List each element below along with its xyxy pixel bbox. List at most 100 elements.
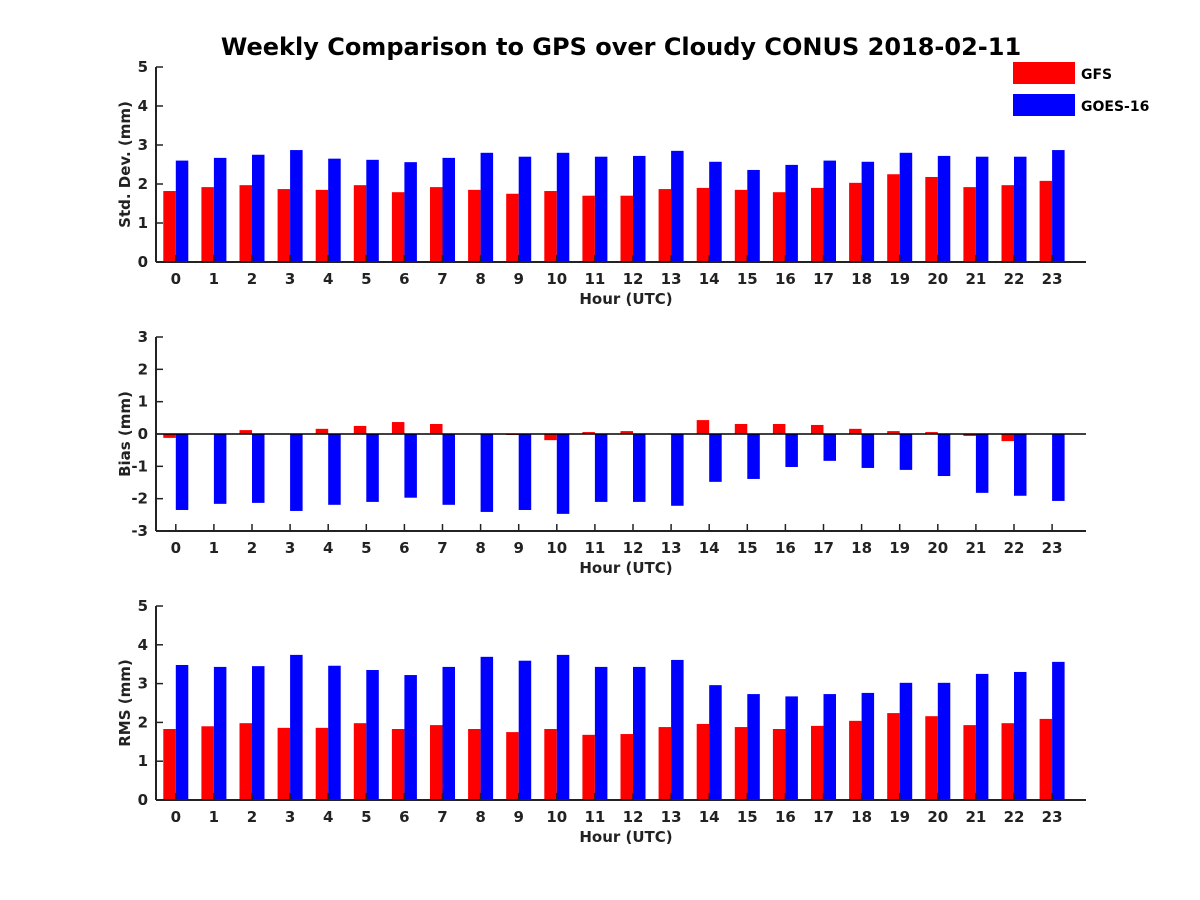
bar-goes16-hour-0	[175, 664, 189, 800]
bar-goes16-hour-7	[442, 666, 455, 800]
bar-goes16-hour-2	[252, 434, 265, 503]
bar-goes16-hour-20	[937, 434, 951, 477]
bars	[163, 150, 1065, 262]
bar-gfs-hour-5	[353, 425, 367, 434]
bar-gfs-hour-20	[925, 176, 938, 262]
bar-goes16-hour-23	[1052, 661, 1065, 800]
y-tick-label: 0	[138, 425, 148, 443]
x-tick-label: 19	[889, 808, 910, 826]
bar-goes16-hour-12	[633, 666, 646, 800]
bar-gfs-hour-2	[239, 430, 252, 434]
x-tick-label: 21	[965, 539, 986, 557]
bar-goes16-hour-11	[594, 156, 608, 262]
bar-gfs-hour-23	[1039, 718, 1053, 800]
x-tick-label: 19	[889, 539, 910, 557]
y-tick-label: 4	[138, 97, 148, 115]
legend-label-gfs: GFS	[1081, 67, 1112, 83]
bar-goes16-hour-9	[518, 434, 532, 510]
y-tick-label: 1	[138, 752, 148, 770]
x-tick-label: 14	[699, 270, 720, 288]
x-tick-label: 16	[775, 808, 796, 826]
bar-goes16-hour-12	[633, 434, 646, 502]
y-tick-label: 3	[138, 675, 148, 693]
x-tick-label: 7	[437, 270, 447, 288]
y-tick-label: -2	[131, 490, 148, 508]
bar-gfs-hour-10	[544, 434, 557, 441]
bar-gfs-hour-5	[353, 185, 367, 262]
bar-goes16-hour-9	[518, 156, 532, 262]
x-tick-label: 16	[775, 270, 796, 288]
bar-gfs-hour-20	[925, 716, 938, 800]
bar-goes16-hour-11	[594, 666, 608, 800]
y-axis-label: Std. Dev. (mm)	[116, 101, 134, 228]
bar-goes16-hour-22	[1014, 434, 1027, 496]
bar-goes16-hour-11	[594, 434, 608, 502]
bar-goes16-hour-17	[823, 160, 836, 262]
chart-title: Weekly Comparison to GPS over Cloudy CON…	[221, 33, 1021, 61]
x-tick-label: 23	[1042, 539, 1063, 557]
bar-gfs-hour-6	[391, 729, 405, 800]
x-tick-label: 15	[737, 270, 758, 288]
bar-goes16-hour-14	[709, 434, 722, 482]
x-tick-label: 4	[323, 808, 333, 826]
y-tick-label: 1	[138, 214, 148, 232]
bar-gfs-hour-15	[734, 727, 748, 800]
x-tick-label: 4	[323, 270, 333, 288]
bar-goes16-hour-20	[937, 682, 951, 800]
x-tick-label: 15	[737, 539, 758, 557]
x-tick-label: 6	[399, 808, 409, 826]
bar-goes16-hour-10	[556, 654, 570, 800]
legend-swatch-goes16	[1013, 94, 1075, 116]
bar-goes16-hour-5	[366, 670, 379, 800]
x-tick-label: 13	[661, 270, 682, 288]
bar-gfs-hour-14	[696, 187, 710, 262]
legend-swatch-gfs	[1013, 62, 1075, 84]
x-tick-label: 4	[323, 539, 333, 557]
bar-goes16-hour-21	[975, 156, 989, 262]
x-tick-label: 5	[361, 270, 371, 288]
x-tick-label: 23	[1042, 808, 1063, 826]
bar-gfs-hour-8	[468, 729, 481, 800]
x-tick-label: 1	[209, 270, 219, 288]
x-tick-label: 14	[699, 539, 720, 557]
y-axis-label: Bias (mm)	[116, 391, 134, 477]
y-tick-label: 3	[138, 136, 148, 154]
bar-goes16-hour-0	[175, 160, 189, 262]
bar-gfs-hour-3	[277, 189, 291, 262]
bar-gfs-hour-11	[582, 195, 595, 262]
x-tick-label: 16	[775, 539, 796, 557]
bar-goes16-hour-10	[556, 152, 570, 262]
legend-label-goes16: GOES-16	[1081, 99, 1149, 115]
x-tick-label: 11	[584, 270, 605, 288]
x-tick-label: 18	[851, 808, 872, 826]
x-tick-label: 20	[927, 808, 948, 826]
bar-gfs-hour-18	[849, 182, 862, 262]
bar-goes16-hour-3	[290, 654, 303, 800]
bar-goes16-hour-3	[290, 434, 303, 511]
bar-goes16-hour-6	[404, 434, 417, 498]
bar-gfs-hour-4	[315, 428, 329, 434]
bar-gfs-hour-0	[163, 729, 176, 800]
bar-gfs-hour-18	[849, 720, 862, 800]
bar-goes16-hour-17	[823, 434, 836, 461]
bar-goes16-hour-7	[442, 157, 455, 262]
x-tick-label: 7	[437, 808, 447, 826]
bar-gfs-hour-4	[315, 727, 329, 800]
x-tick-label: 1	[209, 808, 219, 826]
x-tick-label: 22	[1004, 270, 1025, 288]
bar-goes16-hour-10	[556, 434, 570, 514]
x-tick-label: 12	[623, 270, 644, 288]
bar-gfs-hour-16	[772, 729, 786, 800]
x-tick-label: 17	[813, 539, 834, 557]
bar-gfs-hour-12	[620, 195, 633, 262]
bar-goes16-hour-1	[213, 434, 227, 504]
x-tick-label: 15	[737, 808, 758, 826]
bar-goes16-hour-15	[747, 169, 760, 262]
x-tick-label: 1	[209, 539, 219, 557]
x-tick-label: 6	[399, 539, 409, 557]
x-tick-label: 12	[623, 808, 644, 826]
bar-goes16-hour-0	[175, 434, 189, 510]
bar-gfs-hour-20	[925, 432, 938, 434]
